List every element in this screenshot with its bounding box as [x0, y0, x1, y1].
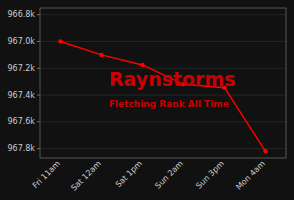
grid-line: [40, 14, 286, 15]
marker: [140, 63, 144, 67]
series: [58, 39, 267, 153]
tick-label: 967.8k: [7, 144, 35, 153]
line: [61, 41, 266, 151]
marker: [58, 39, 62, 43]
chart: 966.8k 967.0k 967.2k 967.4k 967.6k 967.8k Fri …: [0, 0, 294, 200]
tick-label: Sun 2am: [153, 159, 185, 191]
tick-label: Fri 11am: [31, 159, 62, 190]
background: [0, 0, 294, 200]
chart-container: 966.8k 967.0k 967.2k 967.4k 967.6k 967.8k Fri …: [0, 0, 294, 200]
y-axis: 966.8k 967.0k 967.2k 967.4k 967.6k 967.8k: [7, 10, 286, 153]
tick-label: 967.4k: [7, 91, 35, 100]
marker: [99, 53, 103, 57]
tick-label: 967.2k: [7, 64, 35, 73]
grid-line: [40, 41, 286, 42]
tick-mark: [37, 14, 40, 15]
tick-mark: [37, 68, 40, 69]
title: Raynstorms: [109, 68, 236, 90]
plot-frame: [40, 8, 286, 158]
x-axis: Fri 11amSat 12am Sat 1pm Sun 2am Sun 3pmMon…: [31, 159, 267, 193]
tick-label: Sun 3pm: [194, 159, 226, 191]
tick-label: 967.6k: [7, 117, 35, 126]
tick-label: 966.8k: [7, 10, 35, 19]
tick-mark: [37, 121, 40, 122]
tick-mark: [37, 41, 40, 42]
tick-label: Sat 12am: [69, 159, 103, 193]
tick-label: Mon 4am: [234, 159, 267, 192]
grid-line: [40, 148, 286, 149]
grid-line: [40, 95, 286, 96]
marker: [263, 149, 267, 153]
tick-label: 967.0k: [7, 37, 35, 46]
tick-label: Sat 1pm: [114, 159, 144, 189]
tick-mark: [37, 148, 40, 149]
grid-line: [40, 121, 286, 122]
subtitle: Fletching Rank All Time: [109, 99, 229, 109]
tick-mark: [37, 95, 40, 96]
